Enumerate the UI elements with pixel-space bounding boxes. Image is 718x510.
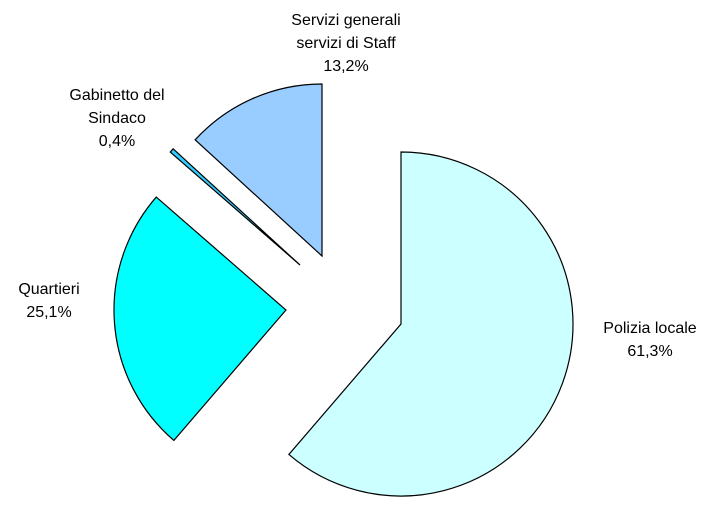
slice-label-0: Polizia locale 61,3% <box>603 320 696 360</box>
slice-value-label: 25,1% <box>26 304 71 321</box>
slice-label-1: Quartieri 25,1% <box>18 281 79 321</box>
slice-category-label: Servizi generali <box>291 12 400 29</box>
slice-category-label: Quartieri <box>18 281 79 298</box>
slice-category-label: Polizia locale <box>603 320 696 337</box>
pie-slice-0 <box>288 151 574 497</box>
slice-value-label: 0,4% <box>99 133 135 150</box>
slice-label-2: Gabinetto del Sindaco 0,4% <box>69 87 164 150</box>
slice-category-label: Sindaco <box>88 110 146 127</box>
pie-slice-1 <box>113 196 287 442</box>
pie-labels: Polizia locale 61,3% Quartieri 25,1% Gabinet… <box>18 12 696 360</box>
pie-slices <box>113 83 574 497</box>
slice-label-3: Servizi generali servizi di Staff 13,2% <box>291 12 400 75</box>
pie-slice-2 <box>169 147 301 266</box>
slice-value-label: 61,3% <box>627 343 672 360</box>
slice-category-label: servizi di Staff <box>296 35 396 52</box>
slice-category-label: Gabinetto del <box>69 87 164 104</box>
slice-value-label: 13,2% <box>323 58 368 75</box>
pie-slice-3 <box>194 83 323 258</box>
